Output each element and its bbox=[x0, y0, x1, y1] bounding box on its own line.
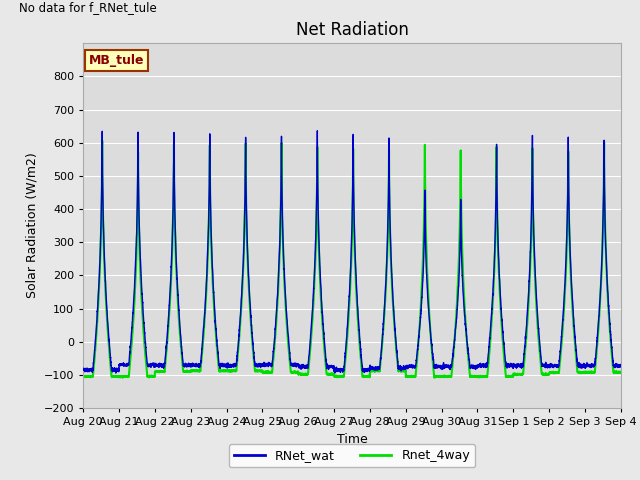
Rnet_4way bbox=[473, 374, 481, 380]
RNet_wat bbox=[473, 364, 481, 370]
Rnet_4way bbox=[79, 373, 87, 379]
RNet_wat bbox=[112, 370, 120, 376]
X-axis label: Time: Time bbox=[337, 432, 367, 445]
Rnet_4way bbox=[332, 372, 340, 378]
RNet_wat bbox=[617, 363, 625, 369]
Line: RNet_wat: RNet_wat bbox=[83, 131, 621, 373]
Rnet_4way bbox=[617, 370, 625, 375]
Legend: RNet_wat, Rnet_4way: RNet_wat, Rnet_4way bbox=[229, 444, 475, 468]
Text: No data for f_RNet_tule: No data for f_RNet_tule bbox=[19, 1, 156, 14]
Rnet_4way bbox=[503, 374, 511, 380]
RNet_wat bbox=[443, 363, 451, 369]
Rnet_4way bbox=[616, 370, 624, 375]
RNet_wat bbox=[503, 365, 511, 371]
RNet_wat bbox=[332, 368, 340, 374]
Rnet_4way bbox=[443, 374, 451, 380]
Rnet_4way bbox=[99, 138, 106, 144]
Rnet_4way bbox=[430, 375, 438, 381]
RNet_wat bbox=[314, 128, 321, 133]
Title: Net Radiation: Net Radiation bbox=[296, 21, 408, 39]
Line: Rnet_4way: Rnet_4way bbox=[83, 141, 621, 378]
RNet_wat bbox=[176, 324, 184, 329]
Rnet_4way bbox=[176, 331, 184, 336]
Y-axis label: Solar Radiation (W/m2): Solar Radiation (W/m2) bbox=[25, 153, 38, 299]
RNet_wat bbox=[616, 361, 624, 367]
Text: MB_tule: MB_tule bbox=[88, 54, 144, 67]
RNet_wat bbox=[79, 367, 87, 372]
